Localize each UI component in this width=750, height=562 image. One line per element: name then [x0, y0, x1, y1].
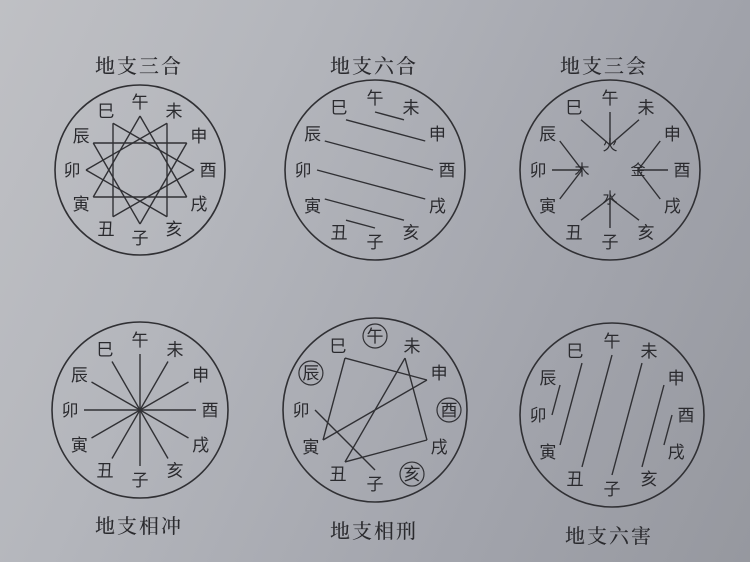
xiangxing-branch-label: 巳: [330, 337, 347, 356]
xiangxing-branch-label: 子: [367, 475, 384, 494]
liuhe-branch-label: 亥: [403, 223, 420, 242]
liuhe-branch-label: 丑: [331, 223, 348, 242]
sanhui-branch-label: 丑: [566, 223, 583, 242]
liuhai-branch-label: 亥: [641, 470, 658, 489]
liuhe-branch-label: 辰: [304, 125, 321, 144]
liuhe-branch-label: 寅: [304, 197, 321, 216]
sanhe-branch-label: 申: [190, 127, 207, 146]
xiangxing-branch-label: 申: [431, 364, 448, 383]
liuhai-branch-label: 卯: [530, 406, 547, 425]
sanhui-branch-label: 卯: [530, 161, 547, 180]
liuhe-line: [325, 199, 404, 220]
sanhe-branch-label: 巳: [98, 102, 115, 121]
sanhe-branch-label: 寅: [73, 195, 90, 214]
sanhui-branch-label: 申: [664, 125, 681, 144]
liuhe-line: [325, 141, 433, 170]
xiangxing-line: [345, 358, 405, 462]
liuhe-branch-label: 戌: [429, 197, 446, 216]
sanhe-branch-label: 辰: [73, 127, 90, 146]
diagram-canvas: 子丑寅卯辰巳午未申酉戌亥子丑寅卯辰巳午未申酉戌亥子丑寅卯辰巳午未申酉戌亥火金水木…: [0, 0, 750, 562]
xiangchong-branch-label: 丑: [97, 462, 114, 481]
xiangxing-branch-label: 午: [367, 327, 384, 346]
liuhai-branch-label: 辰: [539, 369, 556, 388]
liuhe-branch-label: 申: [429, 125, 446, 144]
xiangxing-branch-label: 酉: [441, 401, 458, 420]
liuhai-line: [552, 385, 560, 415]
liuhai-branch-label: 申: [668, 369, 685, 388]
xiangxing-branch-label: 卯: [293, 401, 310, 420]
liuhai-branch-label: 午: [604, 332, 621, 351]
xiangxing-line: [345, 358, 427, 380]
liuhai-line: [642, 385, 664, 467]
sanhui-branch-label: 巳: [566, 99, 583, 118]
xiangchong-branch-label: 寅: [71, 436, 88, 455]
sanhui-branch-label: 午: [602, 89, 619, 108]
liuhe-branch-label: 卯: [295, 161, 312, 180]
diagram-page: { "page": { "width": 750, "height": 562,…: [0, 0, 750, 562]
sanhui-element-label: 火: [602, 138, 617, 154]
sanhe-branch-label: 酉: [200, 161, 217, 180]
xiangchong-branch-label: 辰: [71, 366, 88, 385]
liuhai-line: [582, 355, 612, 467]
sanhui-branch-label: 辰: [539, 125, 556, 144]
liuhe-branch-label: 子: [367, 233, 384, 252]
liuhai-branch-label: 酉: [678, 406, 695, 425]
liuhai-line: [560, 363, 582, 445]
liuhai-branch-label: 丑: [567, 470, 584, 489]
xiangxing-branch-label: 未: [404, 337, 421, 356]
xiangxing-branch-label: 丑: [330, 465, 347, 484]
sanhui-element-label: 木: [574, 162, 589, 179]
sanhe-branch-label: 卯: [64, 161, 81, 180]
sanhe-branch-label: 亥: [166, 220, 183, 239]
xiangchong-branch-label: 申: [192, 366, 209, 385]
sanhui-branch-label: 寅: [539, 197, 556, 216]
sanhui-element-label: 水: [602, 190, 617, 207]
sanhui-branch-label: 未: [638, 99, 655, 118]
liuhe-branch-label: 巳: [331, 99, 348, 118]
liuhai-line: [612, 363, 642, 475]
liuhe-branch-label: 酉: [439, 161, 456, 180]
xiangxing-line: [405, 358, 427, 440]
xiangchong-branch-label: 卯: [62, 401, 79, 420]
sanhui-branch-label: 戌: [664, 197, 681, 216]
xiangxing-line: [345, 440, 427, 462]
sanhe-branch-label: 戌: [190, 195, 207, 214]
sanhe-branch-label: 午: [132, 93, 149, 112]
sanhe-branch-label: 丑: [98, 220, 115, 239]
sanhe-branch-label: 子: [132, 229, 149, 248]
xiangchong-branch-label: 未: [167, 340, 184, 359]
xiangxing-branch-label: 戌: [431, 438, 448, 457]
sanhui-branch-label: 亥: [638, 223, 655, 242]
liuhai-branch-label: 寅: [539, 443, 556, 462]
xiangchong-branch-label: 戌: [192, 436, 209, 455]
sanhe-branch-label: 未: [166, 102, 183, 121]
xiangchong-branch-label: 子: [132, 471, 149, 490]
sanhui-branch-label: 酉: [674, 161, 691, 180]
liuhai-line: [664, 415, 672, 445]
liuhai-branch-label: 未: [641, 342, 658, 361]
liuhe-line: [375, 112, 404, 120]
liuhe-branch-label: 未: [403, 99, 420, 118]
sanhui-element-label: 金: [630, 162, 645, 179]
sanhui-branch-label: 子: [602, 233, 619, 252]
liuhe-line: [317, 170, 425, 199]
liuhai-branch-label: 巳: [567, 342, 584, 361]
xiangxing-branch-label: 辰: [302, 364, 319, 383]
xiangchong-branch-label: 亥: [167, 462, 184, 481]
liuhe-branch-label: 午: [367, 89, 384, 108]
liuhai-branch-label: 戌: [668, 443, 685, 462]
xiangchong-branch-label: 巳: [97, 340, 114, 359]
liuhe-line: [346, 220, 375, 228]
xiangxing-line: [323, 358, 345, 440]
xiangxing-branch-label: 寅: [302, 438, 319, 457]
liuhe-line: [346, 120, 425, 141]
liuhai-branch-label: 子: [604, 480, 621, 499]
xiangchong-branch-label: 酉: [202, 401, 219, 420]
xiangchong-branch-label: 午: [132, 331, 149, 350]
xiangxing-branch-label: 亥: [404, 465, 421, 484]
